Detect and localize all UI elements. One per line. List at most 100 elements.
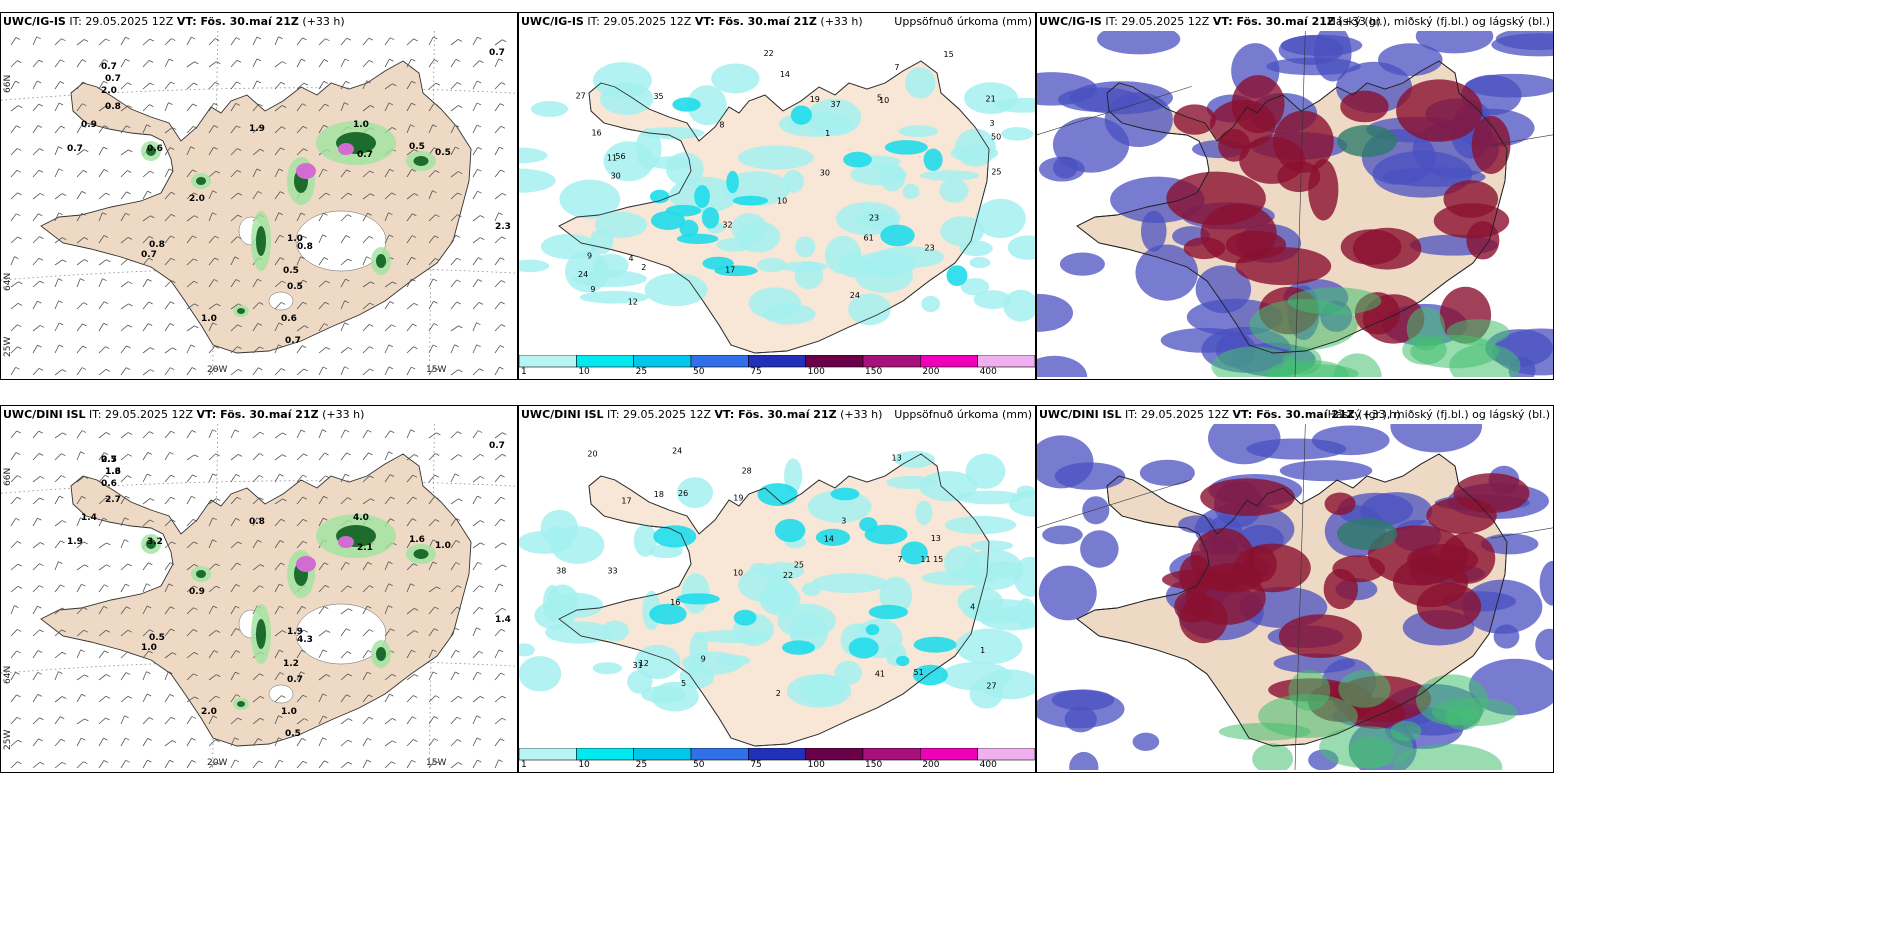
precip-value: 10	[733, 568, 743, 577]
value-label: 1.0	[287, 234, 303, 244]
axis-label: 20W	[207, 365, 228, 375]
value-label: 1.6	[409, 535, 425, 545]
value-label: 1.4	[495, 615, 511, 625]
precip-value: 28	[742, 466, 752, 475]
value-label: 0.8	[297, 242, 313, 252]
lead-time: (+33 h)	[816, 15, 863, 28]
precip-value: 38	[556, 566, 566, 575]
colorbar-swatch	[805, 748, 864, 761]
precip-value: 13	[931, 534, 941, 543]
precip-value: 15	[944, 50, 954, 59]
precip-value: 35	[653, 92, 663, 101]
colorbar-swatch	[690, 355, 749, 368]
panel-header: UWC/IG-IS IT: 29.05.2025 12Z VT: Fös. 30…	[1, 13, 517, 31]
precip-value: 41	[875, 669, 885, 678]
colorbar-swatch	[977, 355, 1035, 368]
model-name: UWC/DINI ISL	[521, 408, 604, 421]
precip-value: 26	[678, 489, 688, 498]
valid-time: VT: Fös. 30.maí 21Z	[1212, 15, 1335, 28]
cloud-map-panel-igis: UWC/IG-IS IT: 29.05.2025 12Z VT: Fös. 30…	[1036, 12, 1554, 380]
value-label: 2.3	[495, 222, 511, 232]
precip-value: 24	[578, 270, 588, 279]
init-time: IT: 29.05.2025 12Z	[583, 15, 695, 28]
axis-label: 64N	[3, 665, 13, 684]
colorbar-tick: 150	[865, 760, 883, 770]
valid-time: VT: Fös. 30.maí 21Z	[694, 15, 817, 28]
precip-colorbar: 1 10 25 50 75 100 150 200 400	[519, 748, 1035, 770]
value-label: 0.6	[101, 479, 117, 489]
colorbar-swatch	[920, 355, 978, 368]
precip-value: 17	[725, 265, 735, 274]
cloud-map-panel-dini: UWC/DINI ISL IT: 29.05.2025 12Z VT: Fös.…	[1036, 405, 1554, 773]
panel-title: UWC/IG-IS IT: 29.05.2025 12Z VT: Fös. 30…	[521, 13, 863, 31]
colorbar-swatch	[690, 748, 749, 761]
precip-value: 15	[933, 555, 943, 564]
precip-value: 33	[607, 567, 617, 576]
precip-value: 1	[825, 129, 830, 138]
precipitation-patches	[141, 514, 436, 710]
valid-time: VT: Fös. 30.maí 21Z	[714, 408, 837, 421]
colorbar-tick: 50	[693, 760, 705, 770]
colorbar-swatch	[748, 355, 806, 368]
precip-colorbar: 1 10 25 50 75 100 150 200 400	[519, 355, 1035, 377]
axis-label: 25W	[3, 336, 13, 357]
colorbar-tick: 200	[922, 367, 940, 377]
precip-value: 21	[985, 95, 995, 104]
precip-value: 2	[776, 689, 781, 698]
axis-label: 64N	[3, 272, 13, 291]
value-label: 2.0	[201, 707, 217, 717]
precip-value: 13	[892, 453, 902, 462]
colorbar-swatch	[920, 748, 978, 761]
value-label: 0.9	[189, 587, 205, 597]
value-label: 0.7	[101, 455, 117, 465]
value-label: 0.8	[249, 517, 265, 527]
precip-value: 24	[672, 447, 682, 456]
value-label: 1.0	[435, 541, 451, 551]
precipitation-shading	[519, 450, 1035, 712]
panel-header: UWC/DINI ISL IT: 29.05.2025 12Z VT: Fös.…	[1037, 406, 1553, 424]
map-canvas	[1037, 31, 1553, 377]
precip-value: 7	[897, 555, 902, 564]
precipitation-patches	[141, 121, 436, 317]
precip-value: 37	[831, 100, 841, 109]
precip-value: 27	[986, 682, 996, 691]
value-label: 0.8	[105, 102, 121, 112]
value-label: 0.7	[357, 150, 373, 160]
init-time: IT: 29.05.2025 12Z	[65, 15, 177, 28]
value-label: 0.6	[281, 314, 297, 324]
precip-value: 16	[591, 128, 601, 137]
precip-value: 17	[621, 496, 631, 505]
wind-map-panel-igis: UWC/IG-IS IT: 29.05.2025 12Z VT: Fös. 30…	[0, 12, 518, 380]
precip-value: 30	[820, 169, 830, 178]
value-label: 0.7	[489, 48, 505, 58]
init-time: IT: 29.05.2025 12Z	[1101, 15, 1213, 28]
init-time: IT: 29.05.2025 12Z	[603, 408, 715, 421]
colorbar-tick: 25	[635, 760, 648, 770]
value-label: 4.0	[353, 513, 369, 523]
value-label: 1.0	[281, 707, 297, 717]
projection-lines	[1037, 424, 1553, 770]
valid-time: VT: Fös. 30.maí 21Z	[176, 15, 299, 28]
value-label: 0.5	[149, 633, 165, 643]
precip-map-panel-igis: UWC/IG-IS IT: 29.05.2025 12Z VT: Fös. 30…	[518, 12, 1036, 380]
colorbar-tick: 10	[578, 760, 590, 770]
axis-label: 25W	[3, 729, 13, 750]
colorbar-swatch	[576, 355, 634, 368]
colorbar-swatch	[576, 748, 634, 761]
precip-value: 2	[641, 263, 646, 272]
init-time: IT: 29.05.2025 12Z	[1121, 408, 1233, 421]
value-label: 0.7	[287, 675, 303, 685]
axis-label: 15W	[426, 758, 447, 768]
lead-time: (+33 h)	[836, 408, 883, 421]
panel-title: UWC/IG-IS IT: 29.05.2025 12Z VT: Fös. 30…	[3, 13, 345, 31]
panel-title: UWC/IG-IS IT: 29.05.2025 12Z VT: Fös. 30…	[1039, 13, 1381, 31]
field-title: Háský (gr.), miðský (fj.bl.) og lágský (…	[1327, 15, 1550, 28]
value-label: 1.6	[105, 467, 121, 477]
projection-lines	[1037, 31, 1553, 377]
model-name: UWC/IG-IS	[1039, 15, 1102, 28]
panel-title: UWC/DINI ISL IT: 29.05.2025 12Z VT: Fös.…	[3, 406, 364, 424]
value-label: 1.0	[141, 643, 157, 653]
precip-value: 14	[824, 535, 834, 544]
